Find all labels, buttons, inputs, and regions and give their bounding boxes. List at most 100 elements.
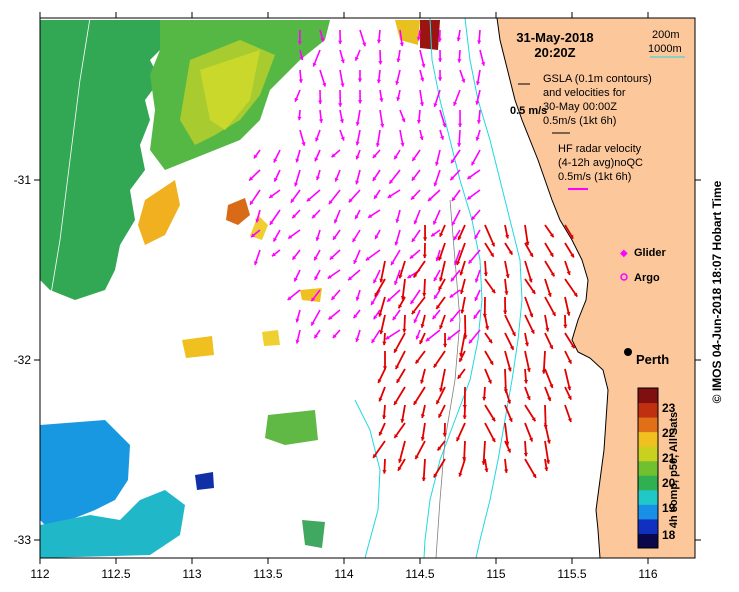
lon-tick-label: 115	[486, 567, 505, 581]
hf-arrow-head	[357, 100, 363, 104]
gsla-arrow-head	[524, 342, 530, 347]
gsla-arrow-head	[505, 274, 510, 278]
gsla-arrow-head	[373, 453, 377, 458]
title-date: 31-May-2018	[516, 30, 593, 45]
gsla-arrow-head	[489, 252, 494, 257]
gsla-arrow-head	[394, 434, 399, 438]
hf-arrow-head	[416, 119, 422, 124]
sst-patch-yellow-f	[262, 330, 280, 346]
hf-arrow-head	[372, 176, 377, 181]
gsla-arrow-head	[549, 252, 554, 257]
hf-arrow-head	[475, 81, 481, 85]
hf-arrow-head	[481, 61, 486, 66]
hf-arrow-head	[453, 236, 458, 241]
gsla-arrow	[542, 350, 546, 374]
hf-arrow-head	[332, 334, 337, 339]
hf-arrow-head	[355, 180, 360, 185]
colorbar-title: 4h comp, p50, All Sats	[668, 411, 680, 529]
gsla-arrow	[456, 242, 466, 266]
hf-arrow-head	[476, 120, 482, 124]
hf-arrow-head	[477, 40, 482, 44]
hf-arrow-head	[390, 261, 395, 266]
sst-patch-orange-b	[226, 198, 250, 225]
gsla-arrow-head	[567, 386, 572, 391]
gsla-arrow-head	[526, 368, 531, 372]
hf-arrow-head	[437, 58, 443, 62]
hf-arrow-head	[365, 256, 370, 261]
gsla-arrow-head	[378, 431, 383, 436]
gsla-arrow-head	[422, 254, 427, 259]
hf-arrow-head	[372, 154, 377, 158]
gsla-arrow-head	[438, 256, 443, 261]
gsla-arrow-head	[573, 292, 578, 297]
gsla-arrow	[544, 368, 554, 389]
gsla-arrow-head	[506, 399, 512, 404]
gsla-arrow-head	[563, 324, 568, 329]
gsla-arrow-head	[398, 274, 403, 279]
hf-arrow-head	[312, 62, 317, 67]
colorbar-segment	[638, 388, 658, 404]
hf-arrow-head	[375, 143, 380, 147]
gsla-arrow-head	[570, 253, 574, 258]
colorbar-segment	[638, 475, 658, 491]
hf-arrow-head	[432, 315, 437, 320]
gsla-arrow-head	[566, 311, 571, 316]
gsla-arrow-head	[420, 323, 425, 328]
hf-arrow-head	[467, 175, 472, 179]
hf-arrow-head	[315, 236, 320, 241]
perth-marker	[624, 348, 632, 356]
argo-label: Argo	[634, 272, 660, 284]
gsla-arrow-head	[459, 271, 464, 276]
hf-arrow-head	[432, 220, 437, 225]
gsla-arrow-head	[395, 365, 400, 370]
gsla-arrow-head	[546, 439, 551, 444]
gsla-legend-scale: 0.5m/s (1kt 6h)	[543, 115, 616, 127]
hf-arrow-head	[379, 98, 384, 102]
hf-arrow-head	[311, 321, 315, 326]
hf-arrow-head	[329, 255, 334, 260]
hf-arrow-head	[392, 316, 397, 321]
lat-tick-label: -33	[14, 533, 32, 547]
hf-arrow-head	[411, 237, 416, 242]
hf-arrow-head	[269, 194, 274, 198]
gsla-arrow-head	[400, 295, 406, 300]
gsla-arrow-head	[511, 332, 516, 337]
hf-arrow-head	[355, 141, 360, 146]
plot-frame	[39, 17, 696, 559]
gsla-arrow-head	[547, 397, 552, 401]
gsla-legend-line1: GSLA (0.1m contours)	[543, 73, 652, 85]
gsla-arrow-head	[456, 261, 461, 265]
colorbar-tick-label: 19	[662, 501, 676, 515]
gsla-arrow-head	[549, 345, 554, 349]
gsla-arrow-head	[422, 292, 427, 297]
gsla-arrow-head	[398, 304, 403, 309]
hf-arrow-head	[433, 277, 438, 282]
hf-arrow-head	[299, 56, 304, 61]
gsla-arrow-head	[567, 359, 572, 364]
hf-arrow-head	[334, 177, 339, 182]
hf-arrow-head	[255, 218, 260, 223]
gsla-arrow-head	[400, 418, 405, 423]
gsla-arrow-head	[420, 436, 425, 441]
hf-arrow-head	[456, 37, 461, 42]
gsla-arrow-head	[436, 400, 440, 405]
hf-arrow-head	[419, 136, 424, 141]
gsla-arrow-head	[415, 455, 419, 460]
hf-arrow-head	[434, 294, 438, 299]
hf-arrow-head	[449, 293, 454, 298]
hf-arrow-head	[297, 41, 302, 45]
hf-arrow-head	[453, 101, 458, 106]
sst-patches	[40, 20, 440, 558]
gsla-arrow	[504, 422, 509, 446]
hf-arrow-head	[355, 155, 360, 160]
colorbar-frame	[637, 387, 659, 549]
gsla-arrow-head	[459, 352, 464, 357]
gsla-arrow-head	[523, 452, 528, 457]
gsla-arrow-head	[438, 413, 443, 418]
hf-arrow-head	[295, 318, 300, 323]
hf-arrow-head	[474, 234, 479, 239]
hf-arrow-head	[292, 214, 297, 219]
hf-arrow-head	[295, 339, 300, 344]
gsla-arrow-head	[458, 472, 463, 477]
sst-patch-green-g	[265, 410, 318, 445]
